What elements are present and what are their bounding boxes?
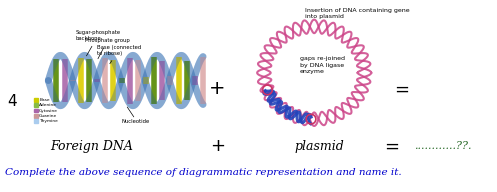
- Text: Sugar-phosphate
backbone: Sugar-phosphate backbone: [76, 30, 121, 56]
- Text: gaps re-joined
by DNA ligase
enzyme: gaps re-joined by DNA ligase enzyme: [300, 56, 345, 74]
- Text: Base: Base: [39, 98, 50, 102]
- Bar: [34, 108, 38, 113]
- Text: 4: 4: [8, 94, 17, 109]
- Bar: [34, 98, 38, 102]
- Text: +: +: [209, 79, 226, 98]
- Text: Phosphate group: Phosphate group: [85, 38, 130, 59]
- Text: ............??.: ............??.: [414, 141, 472, 151]
- Text: Guanine: Guanine: [39, 114, 57, 118]
- Text: =: =: [394, 81, 409, 99]
- Text: plasmid: plasmid: [294, 140, 344, 153]
- Text: +: +: [210, 137, 225, 155]
- Bar: [34, 103, 38, 107]
- Text: Foreign DNA: Foreign DNA: [50, 140, 133, 153]
- Text: Thymine: Thymine: [39, 119, 58, 123]
- Text: Insertion of DNA containing gene
into plasmid: Insertion of DNA containing gene into pl…: [305, 8, 409, 19]
- Text: Adenine: Adenine: [39, 103, 57, 107]
- Text: Cytosine: Cytosine: [39, 108, 58, 113]
- Bar: [34, 119, 38, 123]
- Text: =: =: [384, 137, 399, 155]
- Text: Base (connected
to ribose): Base (connected to ribose): [97, 45, 141, 64]
- Text: Complete the above sequence of diagrammatic representation and name it.: Complete the above sequence of diagramma…: [5, 168, 402, 177]
- Text: Nucleotide: Nucleotide: [121, 119, 150, 124]
- Bar: [34, 114, 38, 118]
